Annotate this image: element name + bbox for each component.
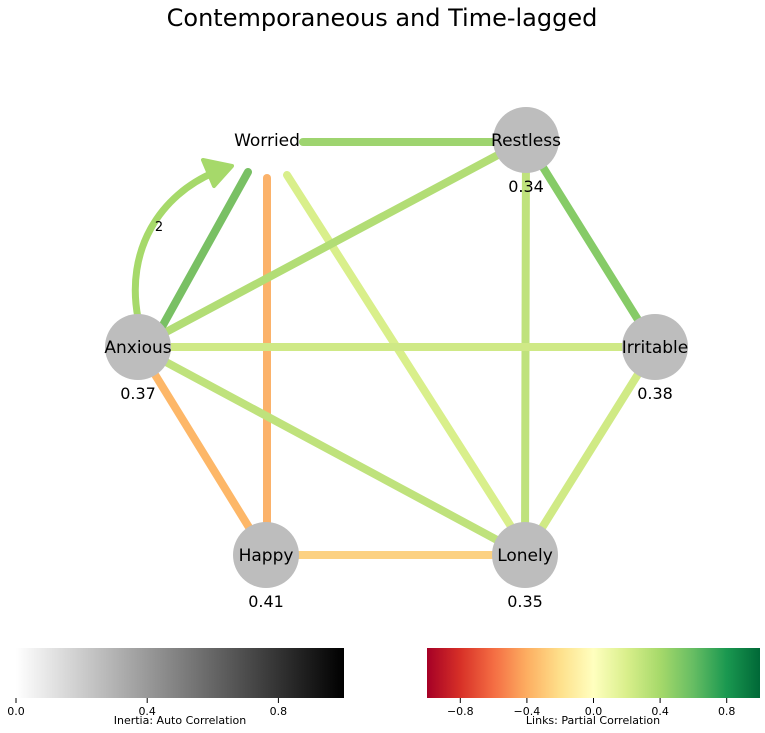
edge-anxious-happy: [134, 343, 270, 559]
links-colorbar: −0.8 −0.4 0.0 0.4 0.8 Links: Partial Correla…: [427, 648, 760, 727]
node-lonely: Lonely 0.35: [492, 522, 558, 611]
node-circle-anxious: [105, 314, 171, 380]
node-inertia-restless: 0.34: [508, 177, 544, 196]
node-circle-happy: [233, 522, 299, 588]
node-happy: Happy 0.41: [233, 522, 299, 611]
links-colorbar-fill: [427, 648, 760, 698]
node-inertia-happy: 0.41: [248, 592, 284, 611]
links-colorbar-title: Links: Partial Correlation: [526, 714, 660, 727]
edge-worried-lonely: [283, 171, 516, 532]
node-inertia-irritable: 0.38: [637, 384, 673, 403]
node-inertia-anxious: 0.37: [120, 384, 156, 403]
nodes-layer: Worried Restless 0.34 Irritable 0.38 Lonely 0.…: [104, 107, 688, 611]
time-lagged-arrowhead: [201, 158, 234, 188]
node-label-irritable: Irritable: [622, 338, 688, 358]
edge-anxious-worried: [159, 168, 252, 329]
inertia-colorbar-title: Inertia: Auto Correlation: [114, 714, 247, 727]
tick-label: 0.0: [7, 705, 25, 718]
edge-anxious-lonely: [134, 343, 529, 559]
edge-restless-irritable: [522, 136, 659, 351]
node-label-lonely: Lonely: [497, 546, 553, 566]
node-circle-lonely: [492, 522, 558, 588]
inertia-colorbar: 0.0 0.4 0.8 Inertia: Auto Correlation: [7, 648, 344, 727]
tick-label: −0.4: [514, 705, 541, 718]
node-anxious: Anxious 0.37: [104, 314, 172, 403]
tick-label: 0.8: [718, 705, 736, 718]
tick-label: 0.4: [138, 705, 156, 718]
node-label-worried: Worried: [234, 131, 300, 151]
lagged-edge-layer: 2: [131, 158, 234, 322]
tick-label: 0.0: [585, 705, 603, 718]
chart-title: Contemporaneous and Time-lagged: [167, 4, 598, 32]
node-inertia-lonely: 0.35: [507, 592, 543, 611]
node-irritable: Irritable 0.38: [622, 314, 688, 403]
links-ticks: −0.8 −0.4 0.0 0.4 0.8: [447, 698, 736, 718]
node-label-restless: Restless: [491, 131, 561, 151]
node-worried: Worried: [234, 131, 300, 151]
edge-irritable-lonely: [521, 343, 659, 559]
node-circle-irritable: [622, 314, 688, 380]
time-lagged-edge-anxious-worried: [131, 168, 219, 322]
inertia-colorbar-fill: [16, 648, 344, 698]
tick-label: −0.8: [447, 705, 474, 718]
node-restless: Restless 0.34: [491, 107, 561, 196]
inertia-ticks: 0.0 0.4 0.8: [7, 698, 287, 718]
node-label-happy: Happy: [239, 546, 294, 566]
lag-label: 2: [155, 220, 163, 235]
edges-layer: [134, 136, 659, 559]
tick-label: 0.4: [651, 705, 669, 718]
node-circle-restless: [493, 107, 559, 173]
edge-restless-anxious: [134, 136, 530, 351]
tick-label: 0.8: [270, 705, 288, 718]
node-label-anxious: Anxious: [104, 338, 171, 358]
